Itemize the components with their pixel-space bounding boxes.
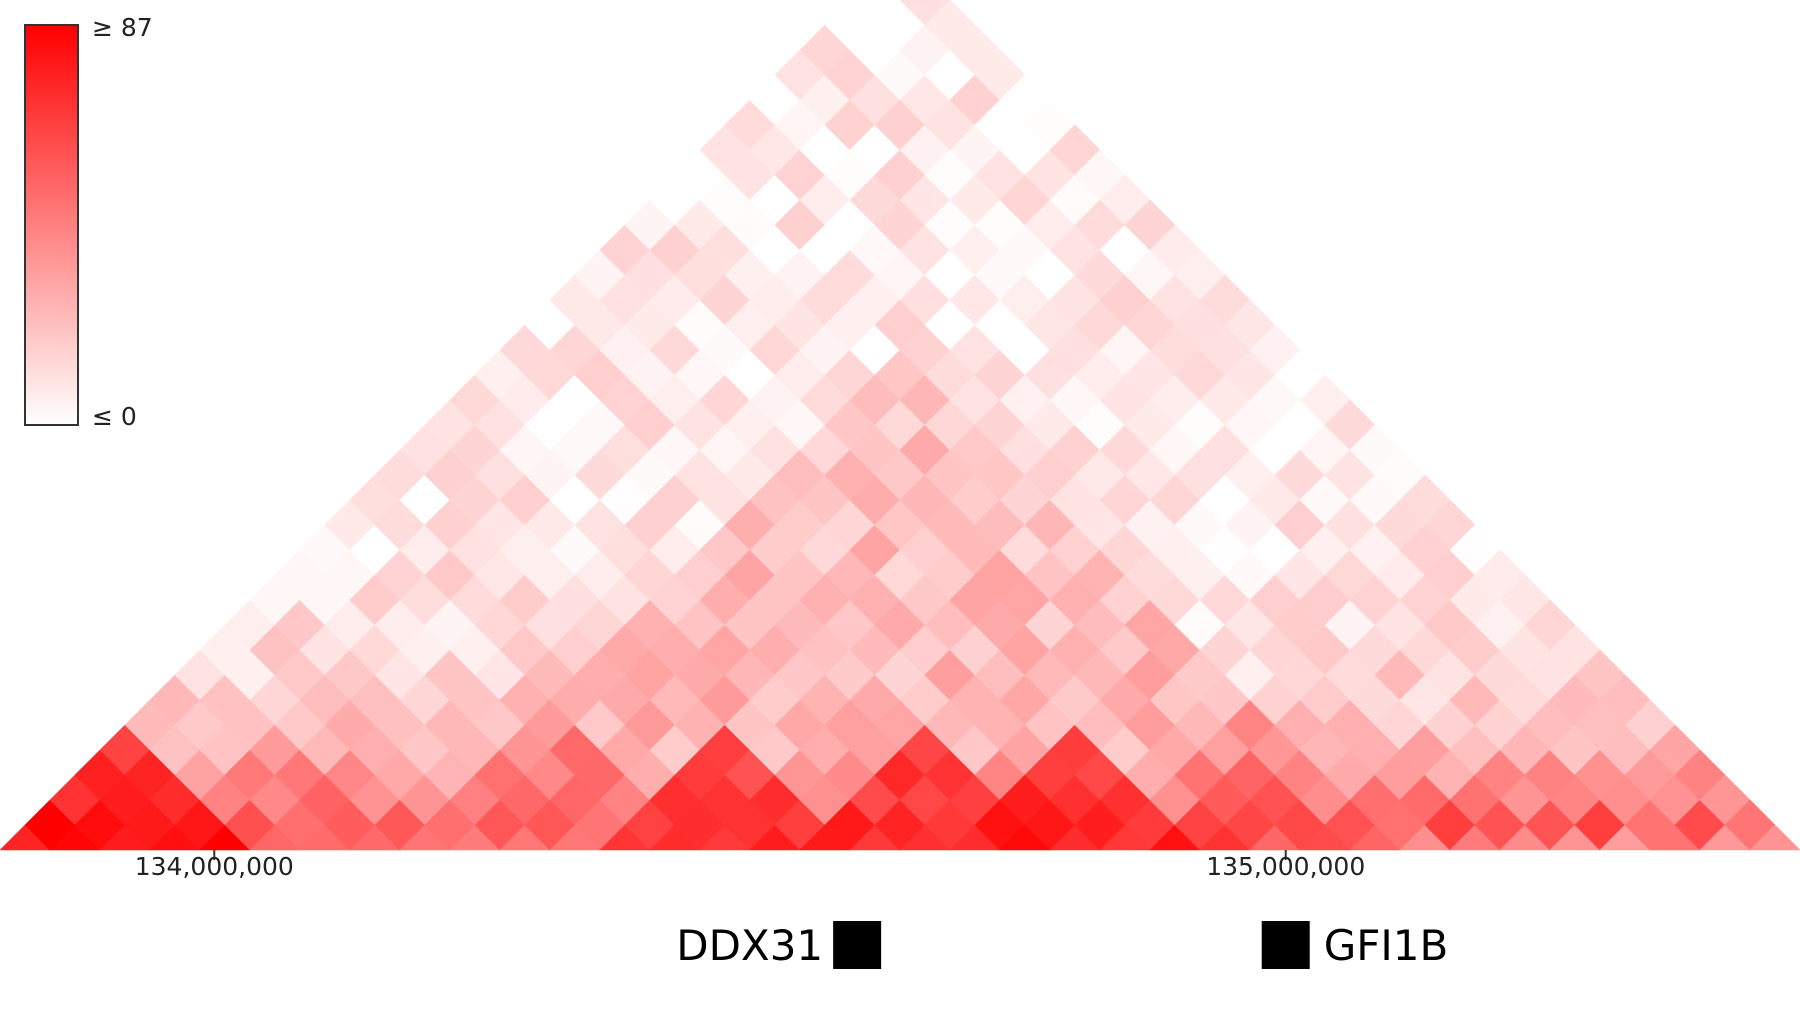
color-legend: ≥ 87 ≤ 0: [24, 13, 153, 431]
legend-max-label: ≥ 87: [92, 13, 153, 42]
legend-min-label: ≤ 0: [92, 402, 137, 431]
gene-marker: [833, 921, 882, 969]
x-axis: 134,000,000 135,000,000: [135, 850, 1365, 881]
x-tick-label: 135,000,000: [1206, 852, 1365, 881]
gene-label: DDX31: [676, 921, 823, 970]
legend-color-bar: [24, 24, 79, 426]
gene-label: GFI1B: [1324, 921, 1449, 970]
gene-marker: [1261, 921, 1310, 969]
heatmap-cell: [1749, 824, 1800, 851]
x-tick-label: 134,000,000: [135, 852, 294, 881]
gene-track: DDX31 GFI1B: [676, 921, 1448, 970]
heatmap-cells: [0, 0, 1800, 851]
